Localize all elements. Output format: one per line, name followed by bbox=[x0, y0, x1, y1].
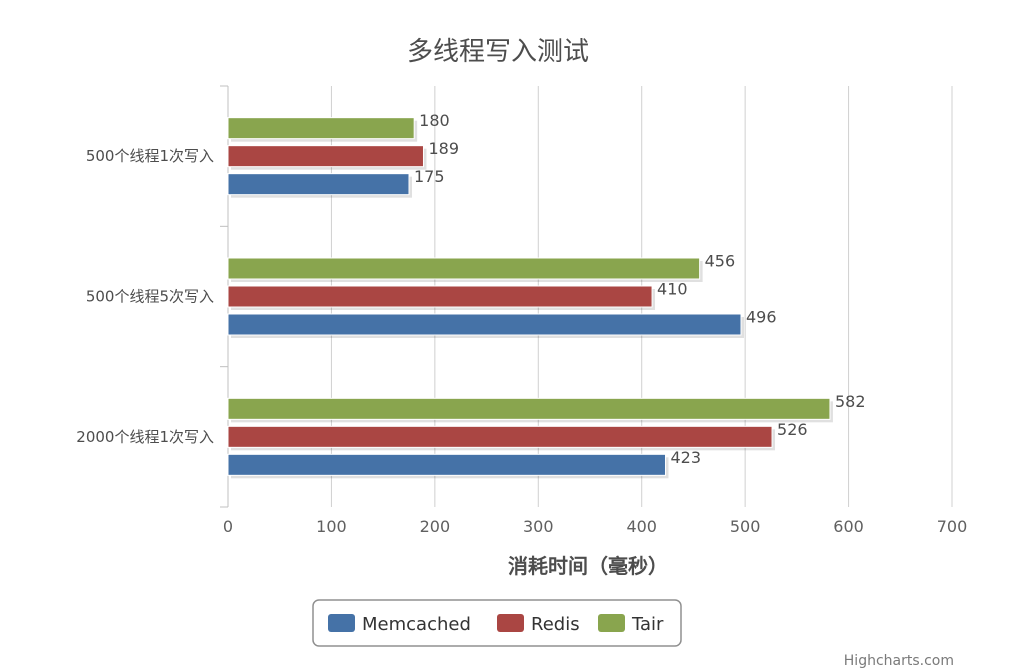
data-label: 526 bbox=[777, 420, 808, 439]
legend-label: Redis bbox=[531, 614, 580, 635]
x-tick-label: 0 bbox=[223, 517, 233, 536]
y-category-label: 2000个线程1次写入 bbox=[76, 428, 214, 446]
legend-item-redis[interactable]: Redis bbox=[497, 614, 580, 635]
chart-title: 多线程写入测试 bbox=[407, 37, 589, 67]
x-tick-label: 200 bbox=[420, 517, 451, 536]
bar-redis[interactable] bbox=[227, 285, 653, 308]
bar-memcached[interactable] bbox=[227, 453, 667, 476]
x-tick-label: 700 bbox=[937, 517, 968, 536]
bars bbox=[227, 117, 833, 479]
legend-swatch bbox=[328, 614, 355, 632]
data-label: 175 bbox=[414, 167, 445, 186]
x-axis-title: 消耗时间（毫秒） bbox=[508, 554, 668, 578]
x-tick-label: 400 bbox=[626, 517, 657, 536]
legend-swatch bbox=[497, 614, 524, 632]
x-axis-ticks: 0 100 200 300 400 500 600 700 bbox=[223, 517, 967, 536]
bar-tair[interactable] bbox=[227, 117, 415, 140]
legend-item-memcached[interactable]: Memcached bbox=[328, 614, 471, 635]
data-label: 423 bbox=[671, 448, 702, 467]
bar-tair[interactable] bbox=[227, 257, 701, 280]
legend: Memcached Redis Tair bbox=[312, 599, 682, 647]
x-tick-label: 600 bbox=[833, 517, 864, 536]
data-label: 456 bbox=[705, 252, 736, 271]
y-axis-categories: 500个线程1次写入 500个线程5次写入 2000个线程1次写入 bbox=[76, 147, 214, 446]
data-label: 496 bbox=[746, 308, 777, 327]
legend-label: Tair bbox=[631, 614, 664, 635]
legend-item-tair[interactable]: Tair bbox=[598, 614, 664, 635]
credit-link[interactable]: Highcharts.com bbox=[844, 653, 954, 669]
legend-swatch bbox=[598, 614, 625, 632]
legend-label: Memcached bbox=[362, 614, 471, 635]
bar-tair[interactable] bbox=[227, 397, 831, 420]
bar-redis[interactable] bbox=[227, 425, 773, 448]
data-label: 189 bbox=[428, 139, 459, 158]
bar-memcached[interactable] bbox=[227, 173, 410, 196]
data-labels: 175 189 180 496 410 456 423 526 582 bbox=[414, 111, 866, 467]
data-label: 582 bbox=[835, 392, 866, 411]
bar-memcached[interactable] bbox=[227, 313, 742, 336]
x-tick-label: 100 bbox=[316, 517, 347, 536]
x-tick-label: 300 bbox=[523, 517, 554, 536]
y-category-label: 500个线程1次写入 bbox=[86, 147, 214, 165]
x-tick-label: 500 bbox=[730, 517, 761, 536]
y-category-label: 500个线程5次写入 bbox=[86, 288, 214, 306]
bar-redis[interactable] bbox=[227, 145, 424, 168]
data-label: 410 bbox=[657, 280, 688, 299]
data-label: 180 bbox=[419, 111, 450, 130]
